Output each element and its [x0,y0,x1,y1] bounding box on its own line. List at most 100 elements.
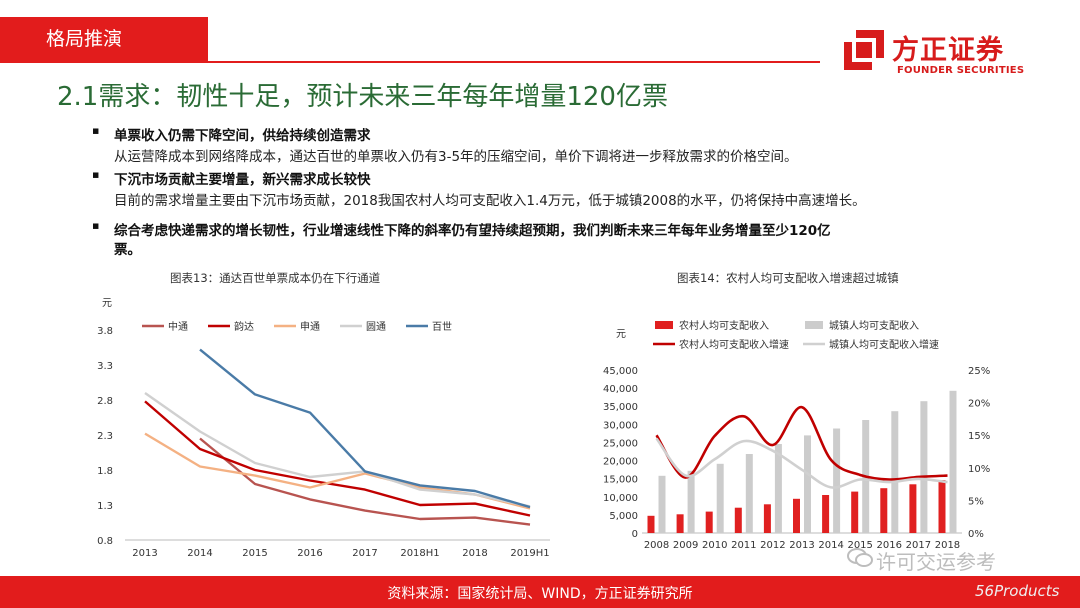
chart2-y2tick: 0% [968,529,984,540]
chart1-xtick: 2018 [462,548,487,559]
slide-title: 2.1需求：韧性十足，预计未来三年每年增量120亿票 [57,82,668,112]
chart2-ytick: 45,000 [603,366,638,377]
chart1-ylabel: 元 [102,298,112,309]
chart2-xtick: 2016 [877,540,902,551]
bullet-2-text: 目前的需求增量主要由下沉市场贡献，2018我国农村人均可支配收入1.4万元，低于… [114,193,866,209]
chart1-ytick: 2.8 [97,396,113,407]
chart1-series-line [199,437,531,526]
chart2-bar [880,488,888,533]
chart2-ytick: 5,000 [609,511,638,522]
bullet-3-heading-cont: 票。 [114,242,141,258]
chart1-xtick: 2019H1 [510,548,549,559]
chart1-legend-label: 申通 [300,320,320,333]
chart2-bar [763,504,771,533]
chart2-growth-line [655,405,948,481]
chart1-xtick: 2015 [242,548,267,559]
chart1-ytick: 3.8 [97,326,113,337]
chart2-ytick: 20,000 [603,457,638,468]
watermark-text: 许可交运参考 [876,550,996,574]
chart-income: 元 0 5,000 10,000 15,000 20,000 25,000 30,000 35,… [603,319,990,551]
chart2-ytick: 30,000 [603,420,638,431]
chart2-xtick: 2013 [789,540,814,551]
chart1-xtick: 2016 [297,548,322,559]
chart2-xtick: 2012 [760,540,785,551]
chart2-bar [745,454,753,533]
logo-name-en: FOUNDER SECURITIES [897,65,1025,76]
chart1-ytick: 1.3 [97,501,113,512]
chart2-bar [676,514,684,533]
bullet-3-heading: 综合考虑快递需求的增长韧性，行业增速线性下降的斜率仍有望持续超预期，我们判断未来… [92,219,831,239]
chart2-y2tick: 25% [968,366,990,377]
chart1-xtick: 2013 [132,548,157,559]
chart1-series-line [144,392,531,508]
chart1-legend-label: 百世 [432,321,452,333]
chart2-bar [833,428,841,533]
chart2-xtick: 2015 [847,540,872,551]
chart2-bar [891,411,899,533]
chart2-bar [949,390,957,533]
chart2-bar [716,463,724,533]
chart2-bar [793,498,800,533]
chart2-bar [774,444,782,533]
chart2-bar [658,475,666,533]
bullet-1-text: 从运营降成本到网络降成本，通达百世的单票收入仍有3-5年的压缩空间，单价下调将进… [114,149,798,165]
chart2-title: 图表14：农村人均可支配收入增速超过城镇 [677,271,899,285]
chart2-ytick: 35,000 [603,402,638,413]
section-tab: 格局推演 [0,17,208,61]
chart2-ytick: 10,000 [603,493,638,504]
chart2-bar [647,515,655,533]
chart2-xtick: 2014 [818,540,843,551]
chart2-xtick: 2018 [935,540,960,551]
watermark-brand: 56Products [975,582,1060,600]
chart1-series-line [144,432,531,510]
chart1-title: 图表13：通达百世单票成本仍在下行通道 [170,271,381,285]
footer-source: 资料来源：国家统计局、WIND，方正证券研究所 [387,586,693,602]
chart2-xtick: 2009 [673,540,698,551]
chart2-legend-label: 农村人均可支配收入增速 [679,338,789,351]
chart2-y2tick: 20% [968,399,990,410]
chart2-legend-label: 农村人均可支配收入 [679,319,769,332]
chart1-legend-label: 中通 [168,320,188,333]
chart1-xtick: 2018H1 [400,548,439,559]
chart2-ytick: 25,000 [603,438,638,449]
chart2-legend-label: 城镇人均可支配收入增速 [829,338,939,351]
chart1-ytick: 1.8 [97,466,113,477]
chart1-ytick: 0.8 [97,536,113,547]
chart2-ylabel: 元 [616,329,626,340]
chart2-bar [851,491,859,533]
chart2-bar [734,507,742,533]
chart2-growth-line [655,437,948,489]
chart2-legend-swatch [655,321,673,329]
chart2-ytick: 15,000 [603,475,638,486]
chart2-bar [920,401,928,533]
chart2-bar [705,511,713,533]
chart2-ytick: 0 [632,529,638,540]
chart2-xtick: 2011 [731,540,756,551]
chart2-bar [938,480,946,533]
founder-logo-icon [844,30,884,70]
chart2-bar [909,484,917,533]
chart-unit-cost: 元 0.8 1.3 1.8 2.3 2.8 3.3 3.8 2013 2014 2015 2016 20… [97,298,550,559]
chart1-ytick: 2.3 [97,431,113,442]
logo-name-cn: 方正证券 [892,35,1004,66]
chart1-series-line [144,400,531,517]
footer-bar: 资料来源：国家统计局、WIND，方正证券研究所 [0,576,1080,608]
chart2-legend-swatch [805,321,823,329]
chart2-bar [804,435,811,533]
chart1-legend-label: 韵达 [234,320,254,333]
chart2-bar [822,495,830,533]
chart1-ytick: 3.3 [97,361,113,372]
chart2-y2tick: 15% [968,431,990,442]
chart2-ytick: 40,000 [603,384,638,395]
chart2-xtick: 2010 [702,540,727,551]
company-logo: 方正证券 FOUNDER SECURITIES [842,26,1042,78]
chart2-y2tick: 5% [968,496,984,507]
wechat-icon [847,548,873,567]
chart2-legend-label: 城镇人均可支配收入 [829,319,919,332]
bullet-1-heading: 单票收入仍需下降空间，供给持续创造需求 [92,124,370,144]
chart1-legend-label: 圆通 [366,321,386,333]
bullet-2-heading: 下沉市场贡献主要增量，新兴需求成长较快 [92,168,370,188]
header-rule [0,61,820,63]
chart1-xtick: 2017 [352,548,377,559]
chart1-xtick: 2014 [187,548,212,559]
